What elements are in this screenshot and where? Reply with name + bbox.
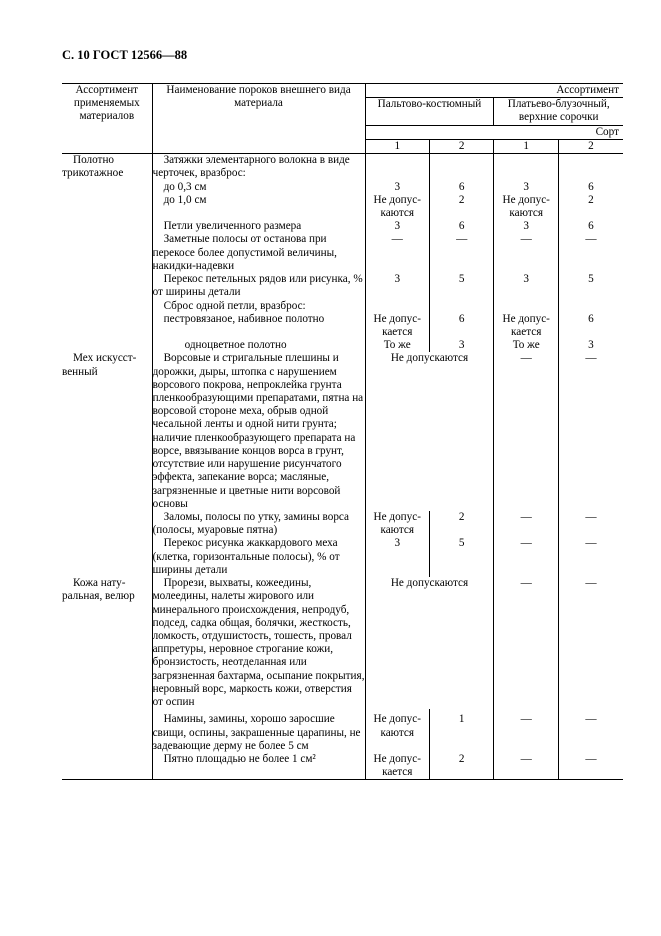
val: 6 xyxy=(429,313,493,339)
val: То же xyxy=(494,339,558,352)
val: 3 xyxy=(365,273,429,299)
val: 2 xyxy=(429,194,493,220)
val: 6 xyxy=(558,181,623,194)
val: — xyxy=(494,352,558,511)
val: Не допус-каются xyxy=(365,194,429,220)
row-desc: Петли увеличенного размера xyxy=(152,220,365,233)
val: — xyxy=(365,233,429,273)
row-desc: Пятно площадью не более 1 см² xyxy=(152,753,365,780)
val: 6 xyxy=(558,313,623,339)
val: 1 xyxy=(429,713,493,753)
val: 5 xyxy=(429,273,493,299)
material-leather: Кожа нату-ральная, велюр xyxy=(62,577,152,709)
val: — xyxy=(558,577,623,709)
val: — xyxy=(494,511,558,537)
row-desc: Заломы, полосы по утку, замины ворса (по… xyxy=(152,511,365,537)
val-span: Не допускаются xyxy=(365,577,494,709)
val: — xyxy=(558,713,623,753)
val: 5 xyxy=(558,273,623,299)
val: Не допус-каются xyxy=(494,194,558,220)
val: — xyxy=(558,753,623,780)
val: Не допус-каются xyxy=(365,713,429,753)
group-header-assortment: Ассортимент xyxy=(365,84,623,98)
val: 2 xyxy=(558,194,623,220)
val: 5 xyxy=(429,537,493,577)
val: 6 xyxy=(429,181,493,194)
val: — xyxy=(494,713,558,753)
row-desc: до 1,0 см xyxy=(152,194,365,220)
col-num-2: 2 xyxy=(429,139,493,153)
val: Не допус-кается xyxy=(365,313,429,339)
page-header: С. 10 ГОСТ 12566—88 xyxy=(62,48,623,63)
val: 3 xyxy=(494,181,558,194)
val: Не допус-кается xyxy=(494,313,558,339)
col-header-materials: Ассортимент применяемых материалов xyxy=(62,84,152,154)
val: 3 xyxy=(365,537,429,577)
row-desc: Сброс одной петли, вразброс: xyxy=(152,300,365,313)
val: 2 xyxy=(429,753,493,780)
val: 2 xyxy=(429,511,493,537)
val: — xyxy=(494,537,558,577)
row-desc: Ворсовые и стригальные плешины и дорожки… xyxy=(152,352,365,511)
col-num-4: 2 xyxy=(558,139,623,153)
row-desc: Заметные полосы от останова при перекосе… xyxy=(152,233,365,273)
row-desc: Прорези, выхваты, кожеедины, молеедины, … xyxy=(152,577,365,709)
val: 3 xyxy=(365,220,429,233)
group-header-dress: Платьево-блузочный, верхние сорочки xyxy=(494,98,623,125)
val: — xyxy=(494,753,558,780)
col-header-defect-name: Наименование пороков внешнего вида матер… xyxy=(152,84,365,154)
row-desc: Намины, замины, хорошо заросшие свищи, о… xyxy=(152,713,365,753)
val: Не допус-кается xyxy=(365,753,429,780)
material-tricot: Полотно трикотажное xyxy=(62,154,152,181)
val: — xyxy=(558,511,623,537)
row-desc: пестровязаное, набивное полотно xyxy=(152,313,365,339)
val: — xyxy=(429,233,493,273)
val: 3 xyxy=(429,339,493,352)
val: — xyxy=(494,577,558,709)
val: 3 xyxy=(558,339,623,352)
val: Не допус-каются xyxy=(365,511,429,537)
col-num-3: 1 xyxy=(494,139,558,153)
col-num-1: 1 xyxy=(365,139,429,153)
group-header-coat: Пальтово-костюмный xyxy=(365,98,494,125)
row-desc: Перекос рисунка жаккардового меха (клетк… xyxy=(152,537,365,577)
defects-table: Ассортимент применяемых материалов Наиме… xyxy=(62,83,623,780)
val: 6 xyxy=(429,220,493,233)
val: 3 xyxy=(365,181,429,194)
val: 3 xyxy=(494,220,558,233)
val: — xyxy=(494,233,558,273)
val-span: Не допускаются xyxy=(365,352,494,511)
row-desc: до 0,3 см xyxy=(152,181,365,194)
material-fur: Мех искусст-венный xyxy=(62,352,152,511)
row-desc: Перекос петельных рядов или рисунка, % о… xyxy=(152,273,365,299)
val: — xyxy=(558,233,623,273)
row-desc: одноцветное полотно xyxy=(152,339,365,352)
val: То же xyxy=(365,339,429,352)
val: 3 xyxy=(494,273,558,299)
val: 6 xyxy=(558,220,623,233)
row-desc: Затяжки элементарного волокна в виде чер… xyxy=(152,154,365,181)
val: — xyxy=(558,537,623,577)
sort-header: Сорт xyxy=(365,125,623,139)
val: — xyxy=(558,352,623,511)
